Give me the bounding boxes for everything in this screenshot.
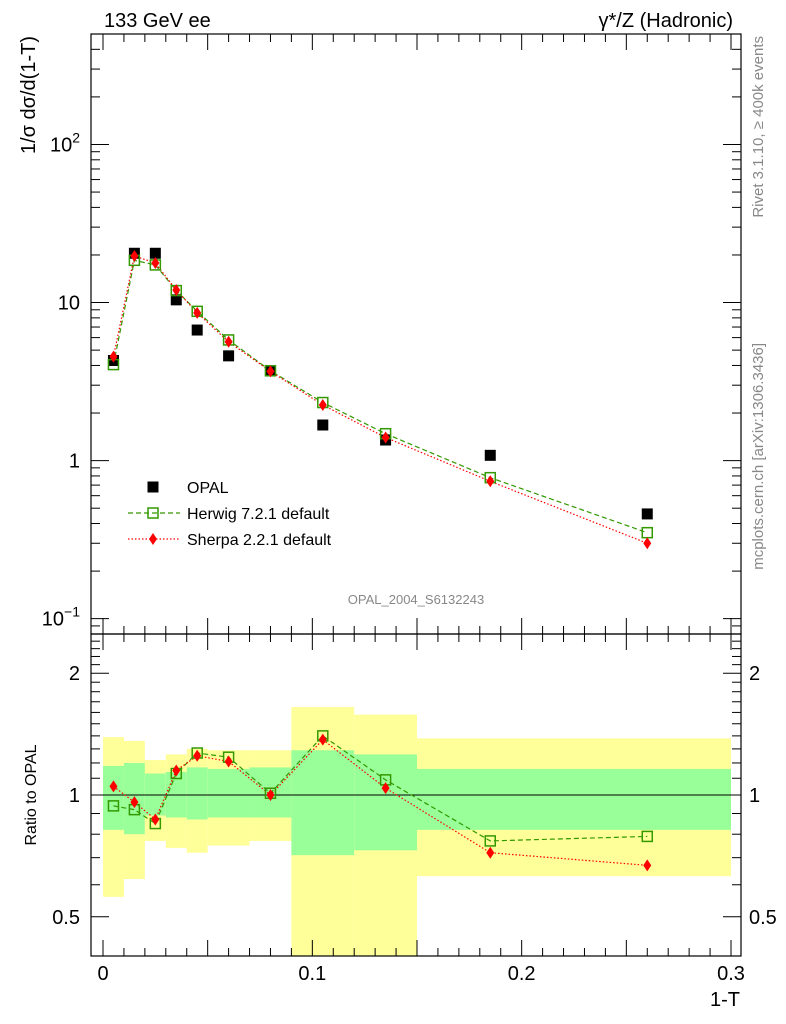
xtick-label-0: 0 <box>97 963 108 985</box>
inner-band-4 <box>186 767 208 820</box>
main-series-2-point-10 <box>643 537 652 550</box>
ratio-ytick-label-left-0: 0.5 <box>52 907 80 929</box>
ratio-series-1-point-4 <box>193 749 202 762</box>
ratio-ytick-label-right-1: 1 <box>749 785 760 807</box>
legend-marker-0 <box>147 481 159 493</box>
ratio-ytick-label-right-0: 0.5 <box>749 907 777 929</box>
axis-ticks <box>91 33 741 957</box>
ratio-series-0-point-9 <box>484 835 497 847</box>
ratio-series-1-point-0 <box>109 780 118 793</box>
main-series-2-line <box>112 255 648 544</box>
inner-band-8 <box>354 754 417 851</box>
header-right: γ*/Z (Hadronic) <box>599 10 733 32</box>
ratio-ytick-label-left-2: 2 <box>69 663 80 685</box>
legend-label-0: OPAL <box>187 480 229 497</box>
main-ytick-label-1: 1 <box>69 451 80 473</box>
main-series-2-point-6 <box>266 365 275 378</box>
inner-band-5 <box>207 768 250 818</box>
legend-label-2: Sherpa 2.2.1 default <box>187 532 332 549</box>
legend: OPAL Herwig 7.2.1 default Sherpa 2.2.1 def… <box>128 480 332 549</box>
main-series-2-point-4 <box>193 306 202 319</box>
main-series-0-point-3 <box>170 294 182 306</box>
analysis-id: OPAL_2004_S6132243 <box>348 592 484 607</box>
ratio-series-1-point-10 <box>643 859 652 872</box>
main-series-0-point-7 <box>317 419 329 431</box>
legend-label-1: Herwig 7.2.1 default <box>187 506 330 523</box>
ratio-series-1-point-5 <box>224 755 233 768</box>
main-series-0-point-9 <box>484 449 496 461</box>
main-series-0-point-5 <box>223 350 235 362</box>
main-series-2-point-0 <box>109 350 118 363</box>
inner-band-0 <box>103 765 124 830</box>
ratio-ytick-label-left-1: 1 <box>69 785 80 807</box>
inner-band-7 <box>291 750 355 856</box>
ratio-series-1-point-6 <box>266 789 275 801</box>
tick-labels: 10−1 1 10 102 0.5 0.5 1 1 2 2 0 0.1 0.2 0.3 <box>42 129 777 985</box>
main-series-2-point-3 <box>172 284 181 297</box>
xaxis-label: 1-T <box>710 989 740 1011</box>
xtick-label-1: 0.1 <box>298 963 326 985</box>
main-series-2-point-2 <box>151 256 160 269</box>
main-series-0-point-2 <box>149 247 161 259</box>
main-series-2-point-5 <box>224 335 233 348</box>
ratio-uncertainty-bands <box>103 707 731 956</box>
xtick-label-3: 0.3 <box>717 963 745 985</box>
main-series-0-point-10 <box>641 508 653 520</box>
main-series-2-point-9 <box>486 475 495 488</box>
mcplots-credit: mcplots.cern.ch [arXiv:1306.3436] <box>750 343 767 570</box>
rivet-version: Rivet 3.1.10, ≥ 400k events <box>750 36 767 218</box>
ratio-series-0-point-0 <box>107 800 120 812</box>
series-markers <box>107 247 654 872</box>
header-left: 133 GeV ee <box>104 10 211 32</box>
main-series-2-point-7 <box>318 398 327 411</box>
main-series-2-point-8 <box>381 431 390 444</box>
ratio-series-1-line <box>113 738 648 866</box>
ratio-plot-frame <box>90 633 742 957</box>
ratio-ytick-label-right-2: 2 <box>749 663 760 685</box>
ratio-ylabel: Ratio to OPAL <box>23 744 40 845</box>
ratio-series-1-point-3 <box>172 764 181 777</box>
ratio-series-0-point-10 <box>641 830 654 843</box>
xtick-label-2: 0.2 <box>508 963 536 985</box>
ratio-series-1-point-8 <box>381 782 390 795</box>
ratio-series-1-point-1 <box>130 796 139 809</box>
main-ytick-label-2: 10 <box>58 293 80 315</box>
main-ytick-label-0: 10−1 <box>42 604 80 631</box>
main-ytick-label-3: 102 <box>50 129 80 156</box>
main-series-0-point-4 <box>191 324 203 336</box>
ratio-series-1-point-2 <box>151 813 160 826</box>
ratio-series-1-point-7 <box>318 733 327 746</box>
ratio-series-1-point-9 <box>486 846 495 859</box>
main-series-2-point-1 <box>130 250 139 263</box>
inner-band-9 <box>417 768 731 830</box>
main-ylabel: 1/σ dσ/d(1-T) <box>18 36 40 154</box>
